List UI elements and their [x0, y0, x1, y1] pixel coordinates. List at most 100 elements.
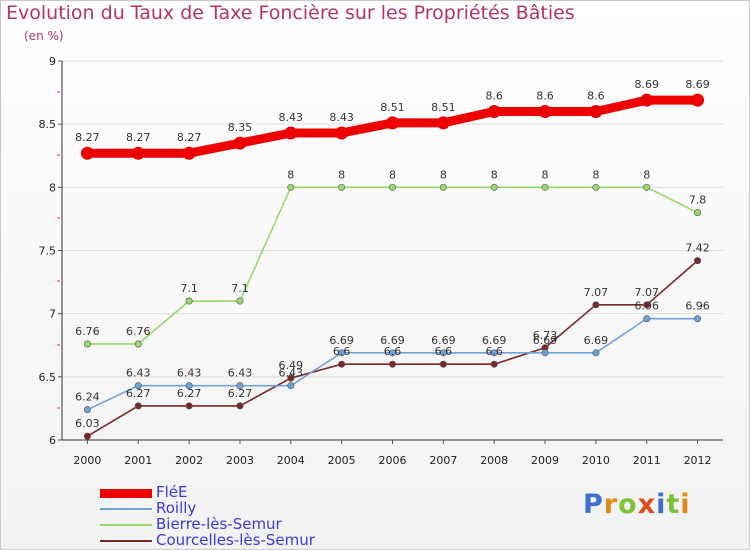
- data-label: 6.96: [685, 300, 710, 313]
- chart-unit-label: (en %): [24, 29, 64, 43]
- data-label: 6.43: [228, 367, 253, 380]
- legend-label-courcelles: Courcelles-lès-Semur: [156, 531, 315, 549]
- data-label: 6.03: [75, 417, 100, 430]
- data-point: [236, 402, 244, 410]
- logo-letter: i: [656, 489, 667, 520]
- x-tick-label: 2001: [124, 454, 152, 467]
- x-tick-label: 2012: [684, 454, 712, 467]
- data-label: 7.1: [180, 282, 198, 295]
- data-label: 8: [592, 168, 599, 181]
- data-point: [490, 183, 498, 191]
- data-label: 6.73: [533, 329, 558, 342]
- series-3: [83, 257, 702, 440]
- data-point: [640, 93, 654, 107]
- data-point: [694, 257, 702, 265]
- data-label: 8.27: [75, 131, 100, 144]
- y-tick-label: 6.5: [39, 371, 57, 384]
- data-point: [236, 297, 244, 305]
- data-point: [592, 349, 600, 357]
- data-point: [490, 360, 498, 368]
- data-label: 8.69: [634, 78, 659, 91]
- data-point: [541, 349, 549, 357]
- x-tick-label: 2002: [175, 454, 203, 467]
- data-point: [388, 183, 396, 191]
- legend-swatch-flee: [100, 489, 152, 498]
- proxiti-logo: Proxiti: [583, 489, 691, 520]
- data-label: 7.07: [584, 286, 609, 299]
- data-label: 6.96: [634, 300, 659, 313]
- legend-swatch-bierre: [100, 524, 152, 526]
- data-point: [83, 432, 91, 440]
- data-label: 8.35: [228, 121, 253, 134]
- data-label: 6.76: [126, 325, 151, 338]
- data-point: [538, 105, 552, 119]
- series-2: [83, 183, 702, 348]
- series-line: [86, 186, 699, 345]
- data-point: [134, 340, 142, 348]
- data-label: 8: [440, 168, 447, 181]
- data-point: [83, 406, 91, 414]
- data-label: 6.69: [329, 334, 354, 347]
- x-tick-label: 2011: [633, 454, 661, 467]
- data-point: [185, 382, 193, 390]
- data-point: [335, 126, 349, 140]
- data-label: 6.27: [126, 387, 151, 400]
- data-label: 7.42: [685, 242, 710, 255]
- data-label: 6.49: [279, 359, 304, 372]
- data-point: [233, 136, 247, 150]
- data-label: 8.27: [126, 131, 151, 144]
- data-point: [436, 116, 450, 130]
- legend-label-flee: FléE: [156, 483, 188, 501]
- data-point: [643, 183, 651, 191]
- legend-label-roilly: Roilly: [156, 499, 197, 517]
- data-label: 8.6: [587, 90, 605, 103]
- data-point: [643, 301, 651, 309]
- data-label: 6.6: [485, 345, 503, 358]
- y-tick-label: 7.5: [39, 245, 57, 258]
- x-tick-label: 2010: [582, 454, 610, 467]
- data-point: [287, 374, 295, 382]
- data-point: [589, 105, 603, 119]
- x-tick-label: 2003: [226, 454, 254, 467]
- data-label: 6.43: [126, 367, 151, 380]
- data-point: [541, 183, 549, 191]
- data-label: 8.6: [536, 90, 554, 103]
- data-point: [287, 382, 295, 390]
- data-label: 6.69: [584, 334, 609, 347]
- data-point: [134, 402, 142, 410]
- data-point: [592, 183, 600, 191]
- x-tick-label: 2006: [379, 454, 407, 467]
- data-point: [439, 349, 447, 357]
- y-tick-label: 6: [49, 434, 56, 447]
- data-point: [287, 183, 295, 191]
- y-tick-label: 8: [49, 181, 56, 194]
- data-label: 6.76: [75, 325, 100, 338]
- data-label: 7.8: [689, 194, 707, 207]
- data-label: 8.69: [685, 78, 710, 91]
- data-point: [236, 382, 244, 390]
- data-label: 6.6: [333, 345, 351, 358]
- data-point: [490, 349, 498, 357]
- data-label: 8: [338, 168, 345, 181]
- data-point: [592, 301, 600, 309]
- series-0: [80, 93, 705, 160]
- data-point: [386, 116, 399, 130]
- series-1: [83, 315, 702, 414]
- data-label: 8.6: [485, 90, 503, 103]
- data-label: 6.69: [431, 334, 456, 347]
- data-label: 6.43: [279, 367, 304, 380]
- data-point: [439, 183, 447, 191]
- data-label: 6.27: [228, 387, 253, 400]
- x-tick-label: 2004: [277, 454, 305, 467]
- data-point: [338, 183, 346, 191]
- x-tick-label: 2008: [480, 454, 508, 467]
- data-label: 8: [389, 168, 396, 181]
- y-tick-label: 7: [49, 308, 56, 321]
- logo-letter: o: [618, 489, 638, 520]
- data-point: [80, 146, 94, 160]
- logo-letter: r: [603, 489, 619, 520]
- data-point: [643, 315, 651, 323]
- data-label: 6.69: [533, 334, 558, 347]
- y-tick-label: 9: [49, 55, 56, 68]
